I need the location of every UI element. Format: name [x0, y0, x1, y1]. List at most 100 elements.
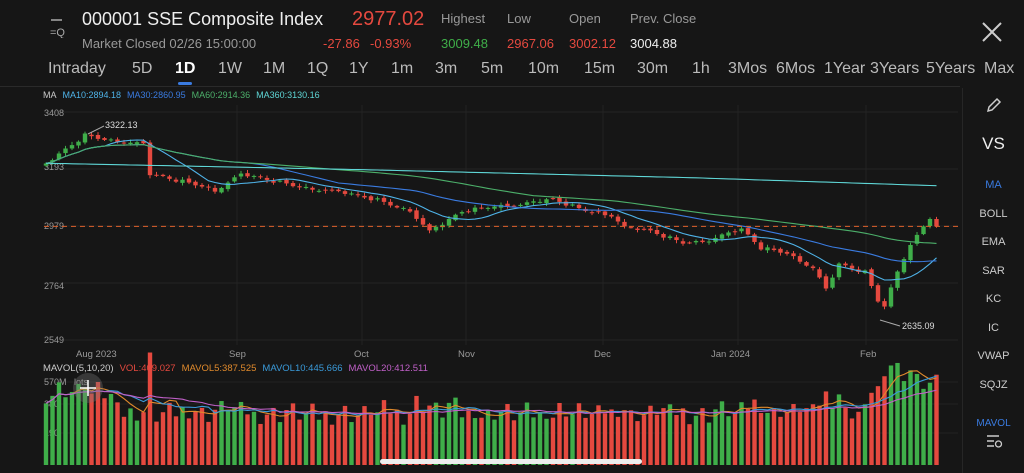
tab-intraday[interactable]: Intraday — [48, 60, 106, 77]
tab-5m[interactable]: 5m — [481, 60, 504, 77]
indicator-sar[interactable]: SAR — [982, 264, 1005, 277]
candle — [589, 212, 595, 214]
volume-bar — [498, 411, 504, 465]
volume-bar — [459, 417, 465, 465]
volume-bar — [297, 419, 302, 465]
indicator-ic[interactable]: IC — [988, 321, 999, 334]
volume-bar — [609, 409, 614, 465]
volume-bar — [466, 410, 471, 465]
volume-bar — [550, 417, 556, 465]
tab-30m[interactable]: 30m — [637, 60, 669, 77]
candle — [258, 176, 263, 178]
volume-bar — [472, 418, 478, 465]
volume-bar — [862, 404, 868, 465]
market-status: Market Closed 02/26 15:00:00 — [82, 36, 257, 51]
tab-15m[interactable]: 15m — [584, 60, 616, 77]
volume-bar — [667, 404, 673, 465]
volume-bar — [420, 412, 426, 465]
volume-bar — [778, 416, 783, 465]
volume-bar — [381, 400, 387, 465]
mavol5-value: MAVOL5:387.525 — [181, 363, 257, 374]
tab-1w[interactable]: 1W — [218, 60, 242, 77]
volume-bar — [82, 387, 88, 465]
indicator-ema[interactable]: EMA — [981, 236, 1006, 248]
indicator-vwap[interactable]: VWAP — [977, 350, 1010, 362]
tab-6mos[interactable]: 6Mos — [776, 60, 816, 77]
menu-search-icon[interactable]: =Q — [48, 16, 68, 39]
x-axis-label: Feb — [860, 349, 876, 360]
pencil-icon[interactable] — [963, 96, 1024, 117]
candle — [147, 142, 153, 176]
tab-1m[interactable]: 1m — [391, 60, 414, 77]
volume-bar — [836, 394, 842, 465]
indicator-kc[interactable]: KC — [985, 293, 1002, 305]
volume-bar — [102, 398, 107, 465]
tab-3years[interactable]: 3Years — [870, 60, 920, 77]
volume-tick: 570M — [44, 377, 67, 387]
close-icon[interactable] — [980, 20, 1004, 49]
indicator-ma[interactable]: MA — [985, 179, 1002, 191]
candle — [186, 178, 192, 183]
stat-label-2: Open — [569, 11, 601, 26]
candle — [700, 240, 705, 243]
volume-unit: lots — [74, 377, 89, 387]
vs-button[interactable]: VS — [982, 134, 1005, 153]
candle — [739, 228, 744, 232]
scroll-bar[interactable] — [380, 459, 642, 464]
candle — [420, 218, 426, 225]
indicator-sqjz[interactable]: SQJZ — [979, 378, 1008, 391]
x-axis-label: Aug 2023 — [76, 349, 117, 360]
volume-bar — [739, 402, 744, 465]
volume-bar — [355, 415, 361, 465]
tab-1year[interactable]: 1Year — [824, 60, 866, 77]
indicator-settings-icon[interactable] — [963, 433, 1024, 452]
tab-1h[interactable]: 1h — [692, 60, 710, 77]
tab-1m[interactable]: 1M — [263, 60, 286, 77]
tab-3mos[interactable]: 3Mos — [728, 60, 768, 77]
volume-bar — [648, 405, 653, 465]
candle — [843, 263, 848, 266]
volume-bar — [446, 402, 452, 465]
volume-bar — [258, 423, 263, 465]
crosshair-button[interactable] — [73, 373, 103, 403]
volume-bar — [56, 382, 62, 465]
tab-1y[interactable]: 1Y — [349, 60, 369, 77]
volume-bar — [95, 381, 101, 465]
volume-bar — [271, 407, 276, 465]
candle — [687, 242, 692, 244]
stat-value-3: 3004.88 — [630, 36, 677, 51]
volume-bar — [238, 401, 244, 465]
tab-10m[interactable]: 10m — [528, 60, 560, 77]
volume-bar — [433, 402, 439, 465]
volume-bar — [290, 403, 296, 465]
tab-1q[interactable]: 1Q — [307, 60, 329, 77]
indicator-boll[interactable]: BOLL — [979, 207, 1008, 220]
candle — [934, 218, 939, 227]
volume-bar — [264, 414, 270, 465]
tab-1d[interactable]: 1D — [175, 60, 196, 77]
tab-3m[interactable]: 3m — [435, 60, 458, 77]
volume-bar — [368, 414, 374, 465]
candle — [927, 218, 933, 226]
candle — [511, 205, 517, 207]
volume-bar — [388, 413, 393, 465]
tab-5years[interactable]: 5Years — [926, 60, 976, 77]
volume-bar — [212, 409, 218, 465]
tab-5d[interactable]: 5D — [132, 60, 153, 77]
candle — [453, 214, 458, 221]
candle — [531, 201, 536, 203]
candle — [544, 199, 549, 204]
volume-bar — [810, 404, 816, 465]
mavol-indicator[interactable]: MAVOL — [976, 418, 1011, 426]
volume-bar — [50, 395, 55, 465]
volume-bar — [713, 409, 718, 465]
volume-bar — [303, 412, 309, 465]
tab-max[interactable]: Max — [984, 60, 1015, 77]
mavol5-line — [45, 370, 937, 418]
candle — [160, 174, 166, 177]
volume-bar — [602, 413, 608, 465]
candle — [193, 181, 198, 186]
candle — [349, 193, 354, 195]
volume-bar — [771, 408, 777, 465]
